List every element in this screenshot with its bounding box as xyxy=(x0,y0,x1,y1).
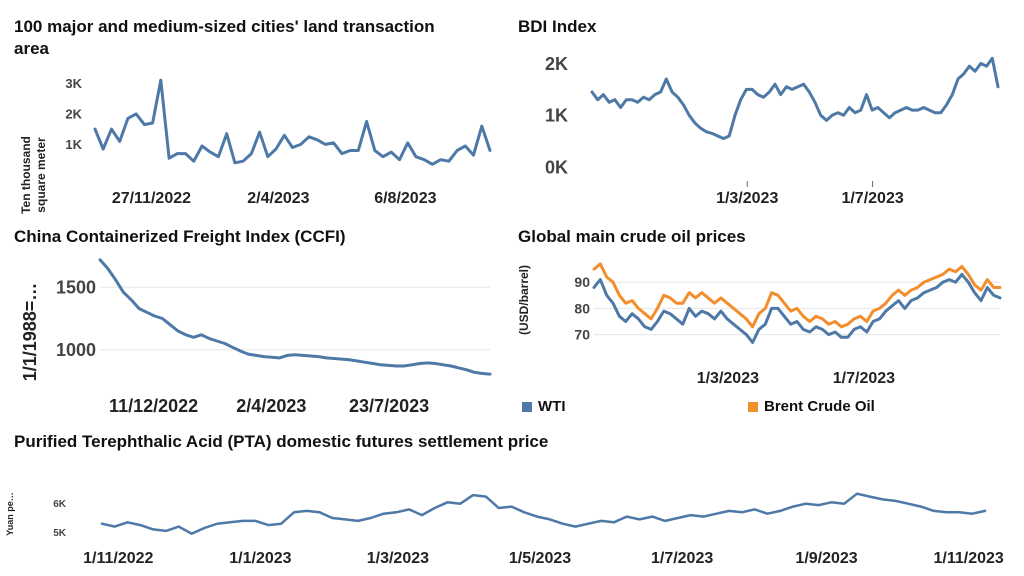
oil-chart-title: Global main crude oil prices xyxy=(518,227,746,246)
legend-wti-label: WTI xyxy=(538,398,566,415)
bdi-y-tick-label: 0K xyxy=(545,157,568,177)
pta-y-tick-label: 5K xyxy=(53,528,67,539)
land-chart-title: 100 major and medium-sized cities' land … xyxy=(14,17,435,58)
bdi-series-line-0 xyxy=(590,56,1000,140)
crude-oil-chart: (USD/barrel) 70 80 90 1/3/2023 1/7/2023 xyxy=(517,262,1002,387)
land-y-tick-label: 1K xyxy=(65,137,82,152)
ccfi-x-tick-label: 23/7/2023 xyxy=(349,396,429,416)
bdi-y-tick-label: 1K xyxy=(545,106,568,126)
oil-x-tick-label: 1/3/2023 xyxy=(697,370,759,387)
oil-y-tick-label: 90 xyxy=(574,274,590,290)
bdi-chart-title: BDI Index xyxy=(518,17,597,36)
oil-y-axis-label: (USD/barrel) xyxy=(517,265,531,335)
ccfi-x-tick-label: 2/4/2023 xyxy=(236,396,306,416)
legend-brent-swatch xyxy=(748,401,758,412)
pta-x-tick-label: 1/3/2023 xyxy=(367,550,429,567)
land-transaction-chart: Ten thousand square meter 1K 2K 3K 27/11/20… xyxy=(19,76,492,214)
pta-y-tick-label: 6K xyxy=(53,499,67,510)
land-x-tick-label: 27/11/2022 xyxy=(112,190,191,207)
pta-chart: Yuan pe… 5K 6K 1/11/2022 1/1/2023 1/3/2023 1/… xyxy=(5,492,1004,567)
oil-y-tick-label: 70 xyxy=(574,327,590,343)
bdi-chart: 0K 1K 2K 1/3/2023 1/7/2023 xyxy=(545,54,1000,207)
pta-x-tick-label: 1/7/2023 xyxy=(651,550,713,567)
bdi-x-tick-label: 1/3/2023 xyxy=(716,190,778,207)
oil-y-tick-label: 80 xyxy=(574,300,590,316)
pta-x-tick-label: 1/5/2023 xyxy=(509,550,571,567)
land-y-axis-label-line1: Ten thousand xyxy=(19,136,33,214)
legend-wti-swatch xyxy=(522,401,532,412)
land-y-tick-label: 3K xyxy=(65,76,82,91)
pta-x-tick-label: 1/11/2022 xyxy=(83,550,153,567)
pta-series-line-0 xyxy=(100,492,987,535)
legend-brent: Brent Crude Oil xyxy=(748,398,875,415)
pta-chart-title: Purified Terephthalic Acid (PTA) domesti… xyxy=(14,432,549,451)
legend-wti: WTI xyxy=(522,398,566,415)
bdi-y-tick-label: 2K xyxy=(545,54,568,74)
land-x-tick-label: 6/8/2023 xyxy=(374,190,436,207)
oil-series-line-wti xyxy=(592,272,1002,344)
bdi-x-tick-label: 1/7/2023 xyxy=(841,190,903,207)
ccfi-chart: 1/1/1988=… 1000 1500 11/12/2022 2/4/2023 23/… xyxy=(20,258,492,416)
ccfi-series-line-0 xyxy=(98,258,492,376)
land-series-line-0 xyxy=(93,78,492,166)
ccfi-y-tick-label: 1500 xyxy=(56,278,96,298)
land-x-tick-label: 2/4/2023 xyxy=(247,190,309,207)
ccfi-chart-title: China Containerized Freight Index (CCFI) xyxy=(14,227,346,246)
oil-series-line-brent-crude-oil xyxy=(592,262,1002,329)
ccfi-y-tick-label: 1000 xyxy=(56,340,96,360)
land-y-tick-label: 2K xyxy=(65,106,82,121)
oil-x-tick-label: 1/7/2023 xyxy=(833,370,895,387)
pta-x-tick-label: 1/1/2023 xyxy=(229,550,291,567)
legend-brent-label: Brent Crude Oil xyxy=(764,398,875,415)
pta-y-axis-label: Yuan pe… xyxy=(5,492,15,536)
land-y-axis-label-line2: square meter xyxy=(34,137,48,213)
pta-x-tick-label: 1/9/2023 xyxy=(795,550,857,567)
ccfi-y-axis-label: 1/1/1988=… xyxy=(20,283,40,382)
ccfi-x-tick-label: 11/12/2022 xyxy=(109,396,198,416)
pta-x-tick-label: 1/11/2023 xyxy=(934,550,1004,567)
